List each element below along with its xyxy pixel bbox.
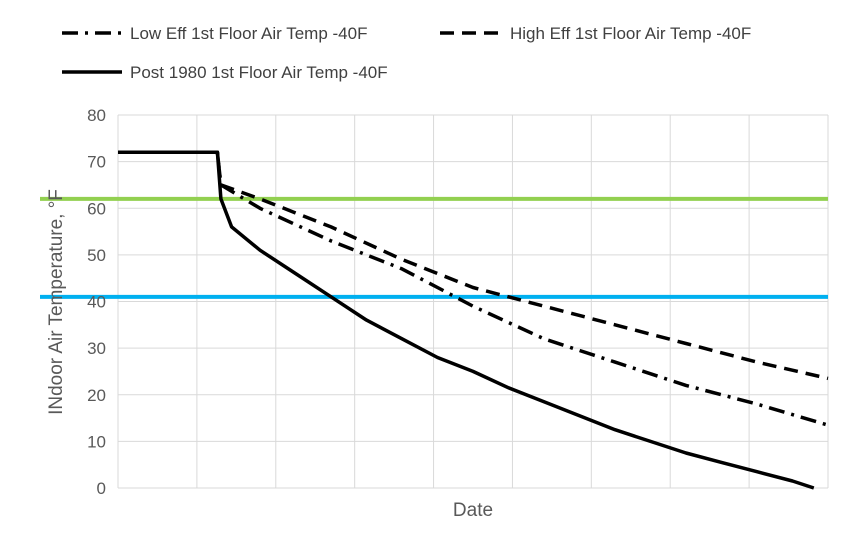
y-tick-label: 70 bbox=[87, 153, 106, 172]
y-tick-label: 40 bbox=[87, 293, 106, 312]
y-tick-label: 50 bbox=[87, 246, 106, 265]
series-line bbox=[118, 150, 815, 490]
y-tick-label: 10 bbox=[87, 432, 106, 451]
y-tick-labels: 0 10 20 30 40 50 60 70 80 bbox=[87, 106, 106, 498]
series-line bbox=[118, 150, 829, 381]
legend-label: Post 1980 1st Floor Air Temp -40F bbox=[130, 63, 388, 82]
series-lines bbox=[118, 150, 829, 490]
legend-label: Low Eff 1st Floor Air Temp -40F bbox=[130, 24, 367, 43]
legend: Low Eff 1st Floor Air Temp -40F High Eff … bbox=[62, 24, 751, 82]
y-tick-label: 30 bbox=[87, 339, 106, 358]
gridlines bbox=[117, 114, 829, 489]
y-tick-label: 60 bbox=[87, 199, 106, 218]
reference-lines bbox=[40, 196, 828, 299]
y-tick-label: 0 bbox=[97, 479, 106, 498]
y-tick-label: 80 bbox=[87, 106, 106, 125]
y-tick-label: 20 bbox=[87, 386, 106, 405]
legend-label: High Eff 1st Floor Air Temp -40F bbox=[510, 24, 751, 43]
y-axis-title: INdoor Air Temperature, °F bbox=[46, 189, 67, 415]
x-axis-title: Date bbox=[453, 500, 493, 521]
